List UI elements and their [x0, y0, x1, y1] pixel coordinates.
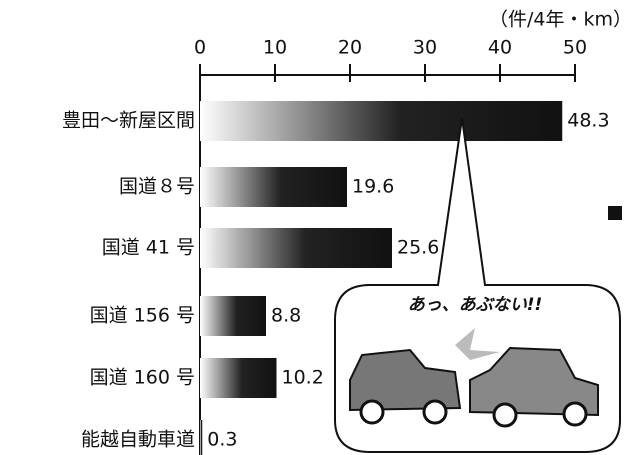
bar — [200, 101, 562, 141]
category-label: 国道８号 — [119, 176, 195, 198]
value-label: 19.6 — [352, 176, 394, 198]
value-label: 10.2 — [282, 367, 324, 389]
bar — [200, 358, 277, 398]
bar — [200, 420, 202, 455]
chart: （件/4年・km） 0 10 20 30 40 50 豊田～新屋区間 48.3 国道８号 19.6… — [0, 0, 637, 455]
x-tick-label: 10 — [263, 37, 287, 59]
category-label: 国道 160 号 — [90, 367, 195, 389]
bar — [200, 296, 266, 336]
bar — [200, 228, 392, 268]
annotation: あっ、あぶない!! — [408, 295, 543, 315]
bar — [200, 167, 347, 207]
unit-label: （件/4年・km） — [489, 9, 632, 31]
category-label: 豊田～新屋区間 — [62, 110, 195, 132]
value-label: 48.3 — [567, 110, 609, 132]
category-label: 国道 156 号 — [90, 305, 195, 327]
x-tick-label: 40 — [488, 37, 512, 59]
marker-square — [608, 206, 622, 220]
x-tick-label: 0 — [194, 37, 206, 59]
x-tick-label: 30 — [413, 37, 437, 59]
category-label: 国道 41 号 — [102, 237, 195, 259]
speech-bubble: あっ、あぶない!! — [335, 118, 620, 452]
category-label: 能越自動車道 — [81, 429, 195, 451]
value-label: 8.8 — [271, 305, 301, 327]
value-label: 25.6 — [397, 237, 439, 259]
x-tick-label: 50 — [563, 37, 587, 59]
value-label: 0.3 — [207, 429, 237, 451]
x-tick-label: 20 — [338, 37, 362, 59]
